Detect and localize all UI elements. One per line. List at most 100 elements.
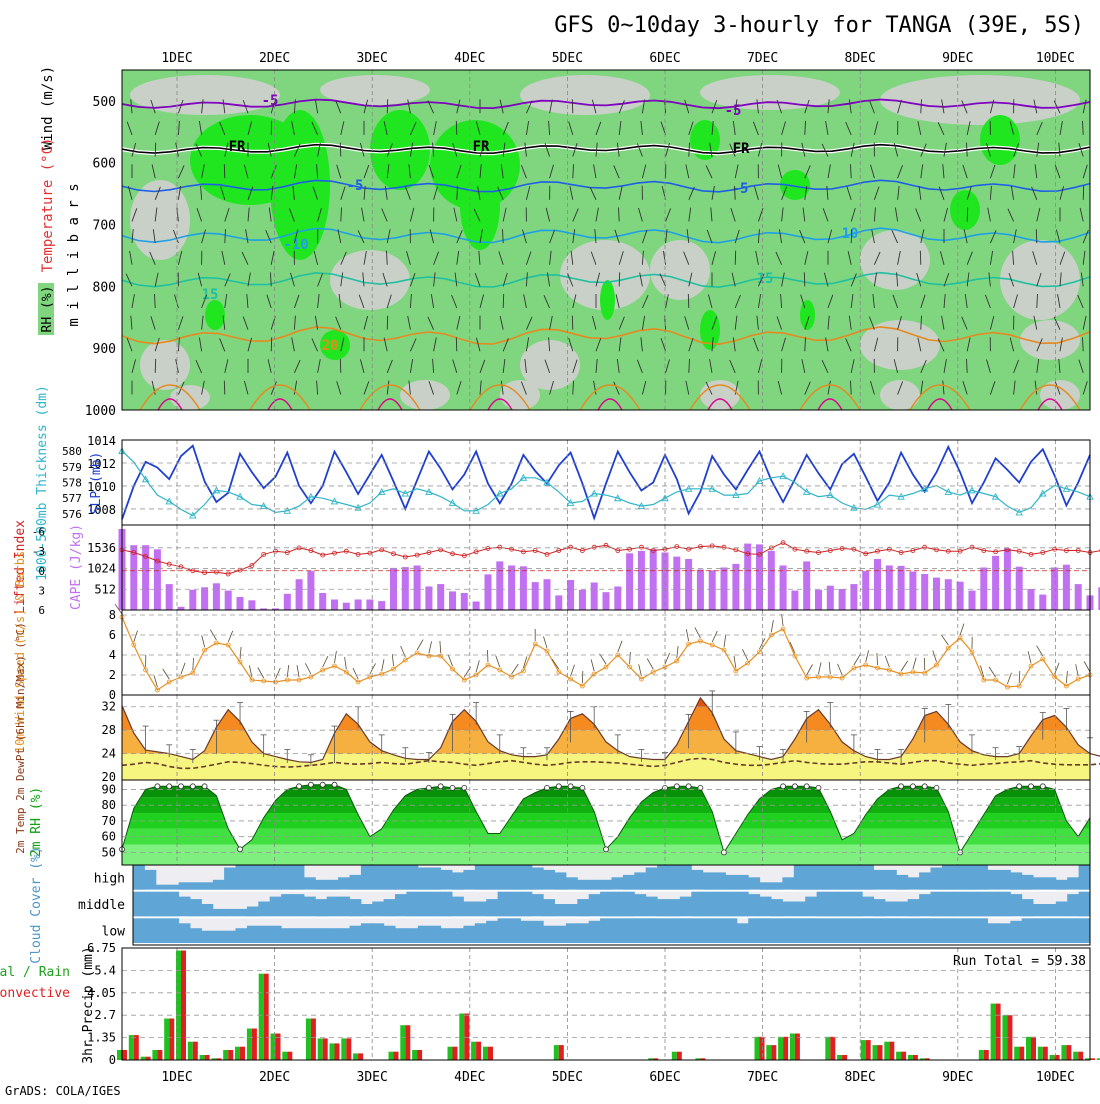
cloud-bar-high xyxy=(509,865,521,890)
cloud-bar-middle xyxy=(258,902,270,917)
precip-tick-label: 2.7 xyxy=(94,1008,116,1022)
cloud-bar-high xyxy=(931,868,943,890)
temp-tick-label: 28 xyxy=(102,723,116,737)
cloud-bar-high xyxy=(737,875,749,890)
wind-label: Wind (m/s) xyxy=(40,66,56,150)
thickness-tick-label: 576 xyxy=(62,508,82,521)
cloud-bar-high xyxy=(1033,877,1045,889)
cloud-bar-middle xyxy=(1067,894,1079,916)
precip-convective-bar xyxy=(771,1045,776,1060)
precip-axis-label: 3hr Precip (mm) xyxy=(81,946,96,1063)
thickness-tick-label: 577 xyxy=(62,492,82,505)
cloud-bar-high xyxy=(498,865,510,890)
rh-point xyxy=(568,784,573,789)
cloud-bar-low xyxy=(543,926,555,943)
cloud-bar-low xyxy=(999,923,1011,943)
precip-total-bar xyxy=(1014,1047,1019,1060)
cloud-bar-middle xyxy=(577,899,589,916)
precip-convective-bar xyxy=(1066,1045,1071,1060)
cape-bar xyxy=(980,568,987,611)
date-label-top: 10DEC xyxy=(1036,51,1075,66)
cape-bar xyxy=(1039,595,1046,610)
cloud-bar-middle xyxy=(669,899,681,916)
cloud-bar-middle xyxy=(395,894,407,916)
cloud-bar-middle xyxy=(315,899,327,916)
precip-total-bar xyxy=(861,1040,866,1060)
cloud-bar-middle xyxy=(999,892,1011,917)
cloud-bar-low xyxy=(919,918,931,943)
precip-total-bar xyxy=(471,1042,476,1060)
cloud-bar-middle xyxy=(1010,894,1022,916)
thickness-tick-label: 579 xyxy=(62,461,82,474)
cloud-bar-high xyxy=(144,870,156,890)
cloud-layer-label: low xyxy=(102,925,126,940)
cloud-bar-high xyxy=(1067,877,1079,889)
cloud-bar-middle xyxy=(372,902,384,917)
cape-bar xyxy=(284,594,291,610)
cape-bar xyxy=(378,601,385,610)
precip-convective-bar xyxy=(311,1019,316,1061)
rh-point xyxy=(804,784,809,789)
cloud-bar-low xyxy=(669,918,681,943)
date-label-top: 7DEC xyxy=(747,51,778,66)
precip-convective-bar xyxy=(181,951,186,1061)
convective-label: Convective xyxy=(0,986,70,1001)
cape-bar xyxy=(555,595,562,610)
rh-moist-zone xyxy=(800,300,815,330)
cape-bar xyxy=(862,571,869,610)
cape-bar xyxy=(1016,567,1023,610)
cloud-bar-middle xyxy=(862,897,874,917)
cloud-bar-high xyxy=(714,872,726,889)
rh-dry-zone xyxy=(140,340,190,390)
wind-barb xyxy=(503,294,504,308)
date-label-bottom: 3DEC xyxy=(357,1070,388,1085)
precip-total-bar xyxy=(1050,1055,1055,1060)
precip-convective-bar xyxy=(335,1043,340,1060)
cloud-bar-middle xyxy=(270,897,282,917)
cloud-bar-middle xyxy=(475,902,487,917)
cape-bar xyxy=(296,579,303,610)
cloud-bar-middle xyxy=(213,909,225,916)
rh-point xyxy=(792,784,797,789)
precip-total-bar xyxy=(188,1042,193,1060)
cloud-bar-low xyxy=(680,918,692,943)
wind-barb xyxy=(155,143,156,157)
precip-total-bar xyxy=(554,1045,559,1060)
cloud-bar-low xyxy=(976,918,988,943)
pressure-tick-label: 600 xyxy=(93,157,116,172)
precip-convective-bar xyxy=(760,1037,765,1060)
cloud-bar-middle xyxy=(406,892,418,917)
cloud-bar-low xyxy=(634,918,646,943)
cape-bar xyxy=(921,574,928,610)
cape-tick-label: 1024 xyxy=(87,562,116,576)
precip-total-bar xyxy=(389,1052,394,1060)
cloud-bar-high xyxy=(794,865,806,890)
li-tick-label: 6 xyxy=(38,604,45,617)
wind-barb xyxy=(1083,186,1084,200)
cloud-bar-middle xyxy=(167,892,179,917)
wind-barb xyxy=(340,359,341,373)
cape-bar xyxy=(508,566,515,611)
wind-barb xyxy=(224,164,225,178)
cloud-bar-middle xyxy=(931,892,943,917)
cloud-bar-high xyxy=(725,875,737,890)
precip-convective-bar xyxy=(169,1019,174,1061)
cloud-bar-middle xyxy=(748,894,760,916)
precip-total-bar xyxy=(778,1037,783,1060)
precip-total-bar xyxy=(117,1050,122,1060)
cloud-bar-high xyxy=(1044,877,1056,889)
cloud-bar-middle xyxy=(703,892,715,917)
cape-axis-label: CAPE (J/kg) xyxy=(69,524,84,610)
cloud-bar-high xyxy=(851,865,863,890)
cloud-bar-low xyxy=(247,926,259,943)
isotherm-label: -5 xyxy=(725,103,742,119)
rh-point xyxy=(438,784,443,789)
precip-convective-bar xyxy=(559,1045,564,1060)
precip-total-bar xyxy=(1061,1045,1066,1060)
li-tick-label: 0 xyxy=(38,565,45,578)
cloud-bar-middle xyxy=(680,897,692,917)
precip-total-bar xyxy=(306,1019,311,1061)
cloud-bar-low xyxy=(475,923,487,943)
isotherm-label: -5 xyxy=(347,178,364,194)
precip-total-bar xyxy=(129,1035,134,1060)
